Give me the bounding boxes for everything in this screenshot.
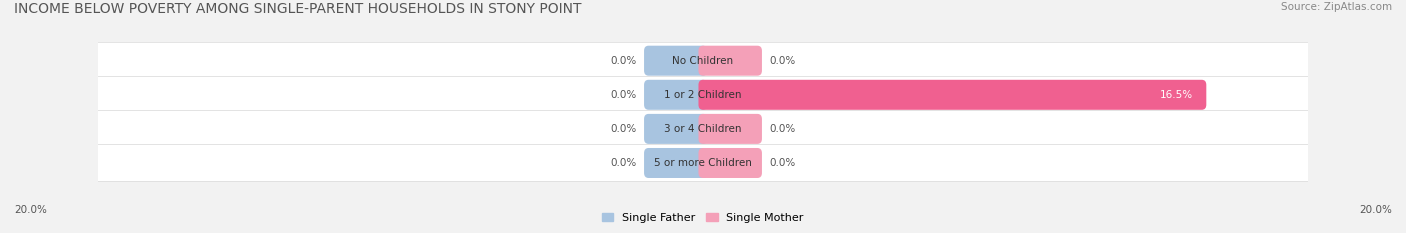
FancyBboxPatch shape bbox=[699, 46, 762, 76]
FancyBboxPatch shape bbox=[644, 148, 707, 178]
Text: 0.0%: 0.0% bbox=[610, 124, 637, 134]
Text: 20.0%: 20.0% bbox=[1360, 205, 1392, 215]
Text: 0.0%: 0.0% bbox=[769, 56, 796, 66]
Legend: Single Father, Single Mother: Single Father, Single Mother bbox=[602, 213, 804, 223]
Text: 0.0%: 0.0% bbox=[769, 124, 796, 134]
Text: INCOME BELOW POVERTY AMONG SINGLE-PARENT HOUSEHOLDS IN STONY POINT: INCOME BELOW POVERTY AMONG SINGLE-PARENT… bbox=[14, 2, 582, 16]
FancyBboxPatch shape bbox=[699, 148, 762, 178]
Text: 3 or 4 Children: 3 or 4 Children bbox=[664, 124, 742, 134]
Text: 16.5%: 16.5% bbox=[1160, 90, 1192, 100]
FancyBboxPatch shape bbox=[699, 80, 1206, 110]
Text: 20.0%: 20.0% bbox=[14, 205, 46, 215]
Text: No Children: No Children bbox=[672, 56, 734, 66]
FancyBboxPatch shape bbox=[91, 42, 1315, 79]
Text: 0.0%: 0.0% bbox=[769, 158, 796, 168]
Text: 0.0%: 0.0% bbox=[610, 90, 637, 100]
FancyBboxPatch shape bbox=[91, 110, 1315, 147]
FancyBboxPatch shape bbox=[644, 114, 707, 144]
FancyBboxPatch shape bbox=[699, 114, 762, 144]
FancyBboxPatch shape bbox=[644, 80, 707, 110]
Text: 0.0%: 0.0% bbox=[610, 56, 637, 66]
Text: 1 or 2 Children: 1 or 2 Children bbox=[664, 90, 742, 100]
Text: 0.0%: 0.0% bbox=[610, 158, 637, 168]
FancyBboxPatch shape bbox=[91, 144, 1315, 182]
FancyBboxPatch shape bbox=[91, 76, 1315, 113]
FancyBboxPatch shape bbox=[644, 46, 707, 76]
Text: 5 or more Children: 5 or more Children bbox=[654, 158, 752, 168]
Text: Source: ZipAtlas.com: Source: ZipAtlas.com bbox=[1281, 2, 1392, 12]
